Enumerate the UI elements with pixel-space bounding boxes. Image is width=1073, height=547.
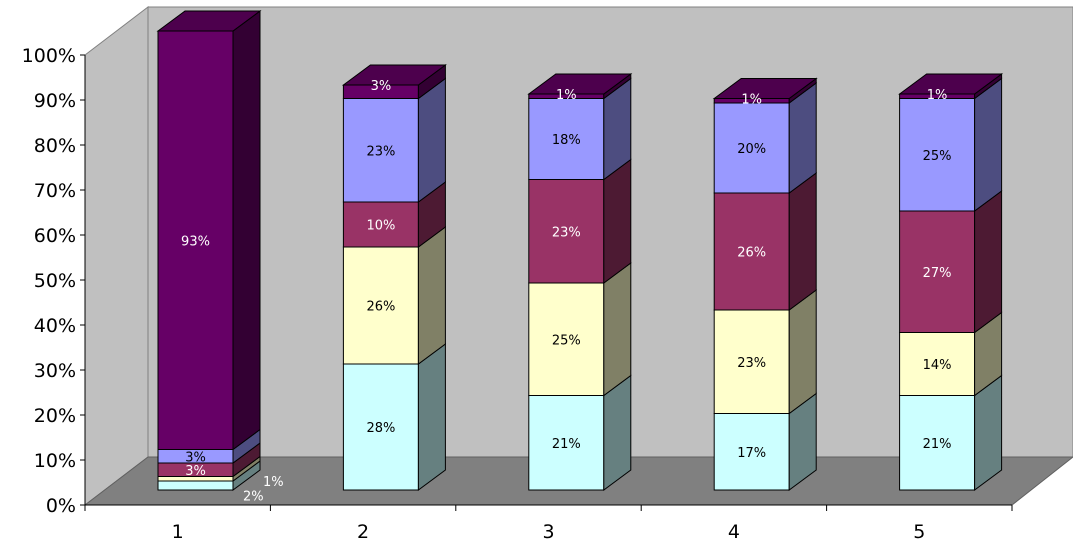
y-tick-label: 80% (34, 135, 76, 157)
bar-segment-4-series-1 (713, 392, 817, 491)
y-tick-label: 50% (34, 270, 76, 292)
bar-top (712, 78, 818, 99)
data-label: 21% (923, 437, 952, 452)
data-label: 25% (552, 333, 581, 348)
x-tick-label: 1 (172, 521, 184, 543)
bar-top (527, 73, 633, 95)
data-label: 26% (737, 246, 766, 261)
bar-front (528, 395, 605, 491)
bar-segment-3-series-5 (527, 73, 633, 100)
data-label: 10% (366, 219, 395, 234)
y-tick-label: 40% (34, 315, 76, 337)
bar-segment-3-series-3 (528, 158, 632, 284)
x-tick-label: 3 (542, 521, 554, 543)
x-axis: 1 2 3 4 5 (84, 504, 1013, 543)
bar-front (342, 363, 419, 491)
bar-side (417, 343, 446, 491)
data-label: 3% (185, 464, 206, 479)
bar-front (528, 179, 605, 284)
data-label: 23% (552, 225, 581, 240)
bar-segment-2-series-5 (341, 64, 447, 100)
bar-side (603, 158, 632, 284)
bar-segment-2-series-4 (342, 77, 446, 203)
y-tick-label: 70% (34, 180, 76, 202)
bar-segment-2-series-1 (342, 343, 446, 491)
bar-top (898, 73, 1004, 95)
bar-side (417, 226, 446, 365)
y-axis: 0% 10% 20% 30% 40% 50% 60% 70% 80% 90% 100% (22, 45, 86, 517)
data-label: 18% (552, 133, 581, 148)
data-label: 26% (366, 300, 395, 315)
bar-front (342, 98, 419, 203)
bar-segment-4-series-4 (713, 82, 817, 194)
bar-segment-4-series-2 (713, 289, 817, 415)
bar-segment-5-series-4 (899, 77, 1003, 212)
data-labels: 2%1%3%3%93%28%26%10%23%3%21%25%23%18%1%1… (181, 79, 952, 505)
y-tick-label: 10% (34, 450, 76, 472)
y-tick-label: 90% (34, 90, 76, 112)
bar-stacks (156, 10, 1004, 491)
data-label: 3% (185, 450, 206, 465)
bar-front (157, 480, 234, 491)
bar-segment-5-series-5 (898, 73, 1004, 100)
data-label: 23% (737, 356, 766, 371)
bar-side (974, 77, 1003, 212)
bar-segment-1-series-5 (156, 10, 262, 451)
data-label: 2% (243, 490, 264, 505)
data-label: 28% (366, 421, 395, 436)
data-label: 1% (263, 475, 284, 490)
data-label: 1% (556, 88, 577, 103)
bar-segment-2-series-3 (342, 181, 446, 248)
bar-segment-3-series-2 (528, 262, 632, 397)
bar-segment-5-series-3 (899, 190, 1003, 334)
data-label: 1% (741, 93, 762, 108)
bar-segment-3-series-1 (528, 374, 632, 491)
data-label: 20% (737, 142, 766, 157)
data-label: 21% (552, 437, 581, 452)
data-label: 3% (371, 79, 392, 94)
bar-side (232, 10, 261, 451)
data-label: 27% (923, 266, 952, 281)
data-label: 14% (923, 358, 952, 373)
bar-segment-3-series-4 (528, 77, 632, 181)
bar-segment-4-series-5 (712, 77, 818, 104)
bar-side (417, 77, 446, 203)
y-tick-label: 20% (34, 405, 76, 427)
bar-segment-4-series-3 (713, 172, 817, 311)
x-tick-label: 5 (913, 521, 925, 543)
side-wall (84, 5, 149, 507)
data-label: 17% (737, 446, 766, 461)
bar-front (342, 246, 419, 365)
bar-side (788, 172, 817, 311)
x-tick-label: 4 (728, 521, 740, 543)
bar-side (788, 289, 817, 415)
data-label: 93% (181, 234, 210, 249)
data-label: 1% (927, 88, 948, 103)
x-tick-label: 2 (357, 521, 369, 543)
bar-side (603, 262, 632, 397)
data-label: 25% (923, 149, 952, 164)
y-tick-label: 0% (46, 495, 76, 517)
y-tick-label: 60% (34, 225, 76, 247)
y-tick-label: 100% (22, 45, 76, 67)
bar-top (341, 64, 447, 86)
bar-front (157, 30, 234, 450)
bar-side (974, 190, 1003, 334)
data-label: 23% (366, 144, 395, 159)
bar-segment-2-series-2 (342, 226, 446, 365)
bar-front (528, 282, 605, 396)
y-tick-label: 30% (34, 360, 76, 382)
bar-top (156, 10, 262, 32)
